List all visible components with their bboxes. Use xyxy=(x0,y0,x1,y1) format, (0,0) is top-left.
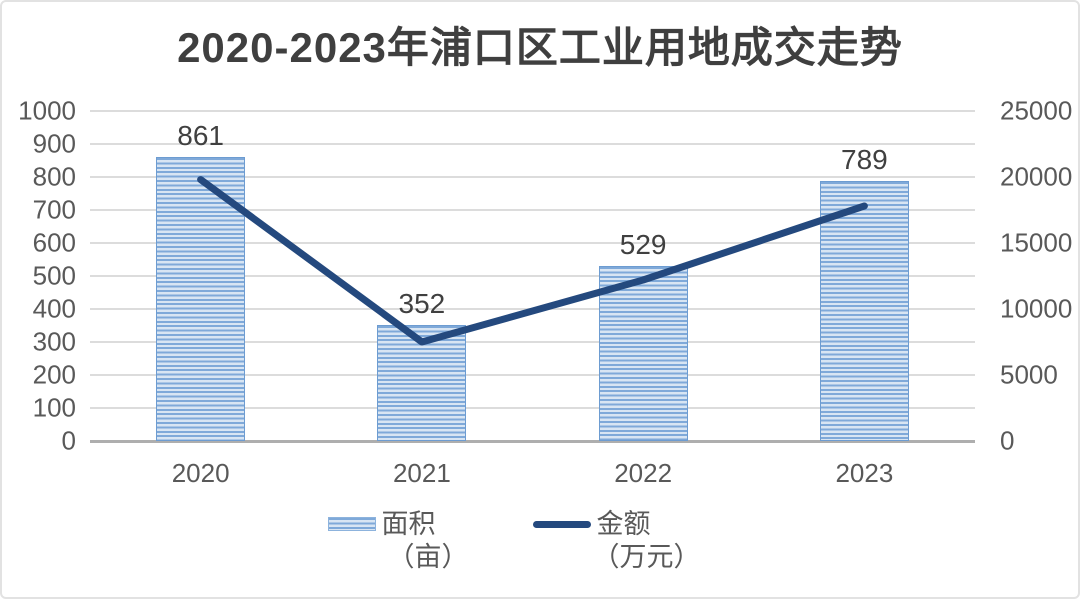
legend-label-area: 面积 xyxy=(381,509,436,539)
x-axis-label-2022: 2022 xyxy=(614,458,673,488)
bar-2022 xyxy=(598,266,688,441)
gridline xyxy=(90,110,975,112)
legend: 面积 （亩） 金额 （万元） xyxy=(0,508,1052,574)
right-axis-tick: 5000 xyxy=(1000,359,1058,390)
bar-data-label-2023: 789 xyxy=(841,143,888,175)
bar-2023 xyxy=(819,180,909,441)
legend-unit-area: （亩） xyxy=(387,542,469,572)
left-axis-tick: 200 xyxy=(32,359,76,390)
right-axis-tick: 0 xyxy=(1000,425,1015,456)
bar-2020 xyxy=(156,156,246,441)
left-axis-tick: 700 xyxy=(32,194,76,225)
right-axis-tick: 10000 xyxy=(1000,293,1073,324)
bar-2021 xyxy=(377,324,467,441)
bar-data-label-2021: 352 xyxy=(398,287,446,319)
gridline xyxy=(90,407,975,409)
amount-series-swatch xyxy=(532,520,591,528)
right-axis-tick: 15000 xyxy=(1000,227,1073,258)
left-axis-tick: 800 xyxy=(32,161,76,192)
legend-item-amount: 金额 （万元） xyxy=(532,508,701,574)
left-axis-tick: 500 xyxy=(32,260,76,291)
x-axis-label-2020: 2020 xyxy=(171,458,230,488)
x-axis-label-2023: 2023 xyxy=(835,458,894,488)
left-axis-tick: 300 xyxy=(32,326,76,357)
left-axis-tick: 0 xyxy=(61,425,76,456)
left-axis-tick: 600 xyxy=(32,227,76,258)
area-series-swatch xyxy=(327,517,376,531)
x-axis-line xyxy=(90,439,975,443)
chart-title: 2020-2023年浦口区工业用地成交走势 xyxy=(177,24,903,71)
left-axis-tick: 100 xyxy=(32,392,76,423)
legend-unit-amount: （万元） xyxy=(592,542,701,572)
left-axis-tick: 1000 xyxy=(18,95,76,126)
left-axis-tick: 400 xyxy=(32,293,76,324)
gridline xyxy=(90,374,975,376)
amount-line-path xyxy=(197,176,868,346)
right-axis-tick: 20000 xyxy=(1000,161,1073,192)
legend-item-area: 面积 （亩） xyxy=(327,508,469,574)
left-axis-tick: 900 xyxy=(32,128,76,159)
bar-data-label-2020: 861 xyxy=(177,119,224,151)
x-axis-label-2021: 2021 xyxy=(392,458,451,488)
gridline xyxy=(90,143,975,145)
right-axis-tick: 25000 xyxy=(1000,95,1073,126)
bar-data-label-2022: 529 xyxy=(619,229,667,261)
legend-label-amount: 金额 xyxy=(596,509,651,539)
